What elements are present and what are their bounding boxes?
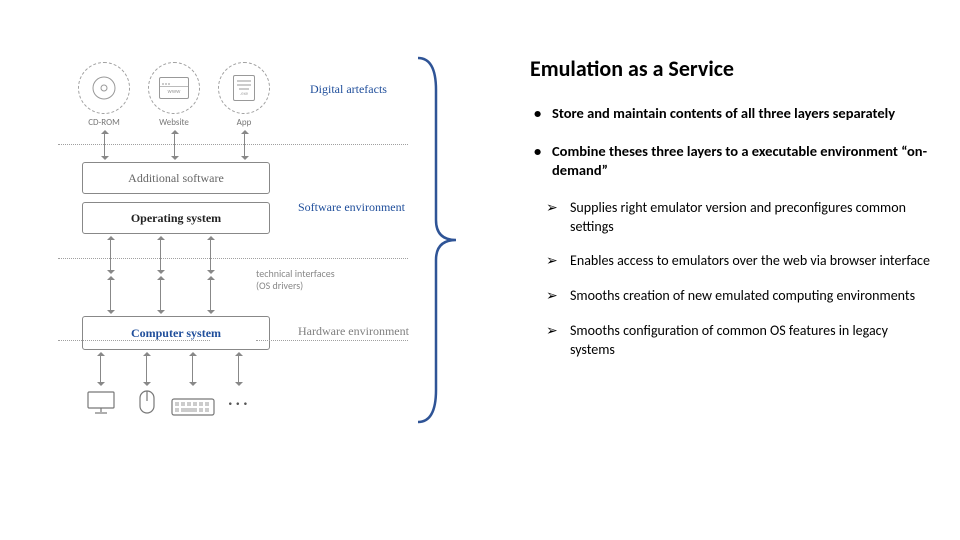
emulation-layers-diagram: CD-ROM www Website .exe App Digital arte… (0, 0, 480, 540)
arrow-artefact-2 (174, 132, 175, 158)
monitor-icon (82, 388, 120, 418)
arrow-item: Enables access to emulators over the web… (544, 252, 930, 271)
arrow-sw-3 (210, 238, 211, 272)
keyboard-icon (170, 392, 216, 422)
arrow-dev-2 (146, 354, 147, 384)
divider-line-3a (58, 340, 210, 341)
arrow-item: Smooths creation of new emulated computi… (544, 287, 930, 306)
arrow-item: Supplies right emulator version and prec… (544, 199, 930, 237)
arrow-artefact-1 (104, 132, 105, 158)
bullet-item: Combine theses three layers to a executa… (530, 142, 930, 181)
box-operating-system: Operating system (82, 202, 270, 234)
arrow-hw-up-3 (210, 278, 211, 312)
box-computer-system: Computer system (82, 316, 270, 350)
artefact-cdrom-circle (78, 62, 130, 114)
arrow-dev-3 (192, 354, 193, 384)
arrow-item: Smooths configuration of common OS featu… (544, 322, 930, 360)
divider-line-3b (256, 340, 408, 341)
arrow-list: Supplies right emulator version and prec… (544, 199, 930, 360)
layer-label-hardware: Hardware environment (298, 324, 409, 339)
bullet-item: Store and maintain contents of all three… (530, 104, 930, 124)
arrow-hw-up-2 (160, 278, 161, 312)
website-icon: www (159, 77, 189, 99)
layer-label-artefacts: Digital artefacts (310, 82, 387, 97)
page-title: Emulation as a Service (530, 55, 930, 82)
artefact-website-circle: www (148, 62, 200, 114)
app-icon: .exe (233, 75, 255, 101)
arrow-dev-4 (238, 354, 239, 384)
arrow-artefact-3 (244, 132, 245, 158)
layer-label-software: Software environment (298, 200, 405, 215)
arrow-sw-2 (160, 238, 161, 272)
box-additional-software: Additional software (82, 162, 270, 194)
arrow-hw-up-1 (110, 278, 111, 312)
text-panel: Emulation as a Service Store and maintai… (480, 0, 960, 540)
hw-more-dots: ··· (228, 392, 251, 414)
arrow-sw-1 (110, 238, 111, 272)
label-tech-interfaces: technical interfaces (OS drivers) (256, 268, 335, 292)
mouse-icon (128, 388, 166, 418)
bullet-list: Store and maintain contents of all three… (530, 104, 930, 181)
cdrom-icon (91, 75, 117, 101)
brace-icon (406, 50, 466, 430)
artefact-app-circle: .exe (218, 62, 270, 114)
divider-line-1 (58, 144, 408, 145)
arrow-dev-1 (100, 354, 101, 384)
